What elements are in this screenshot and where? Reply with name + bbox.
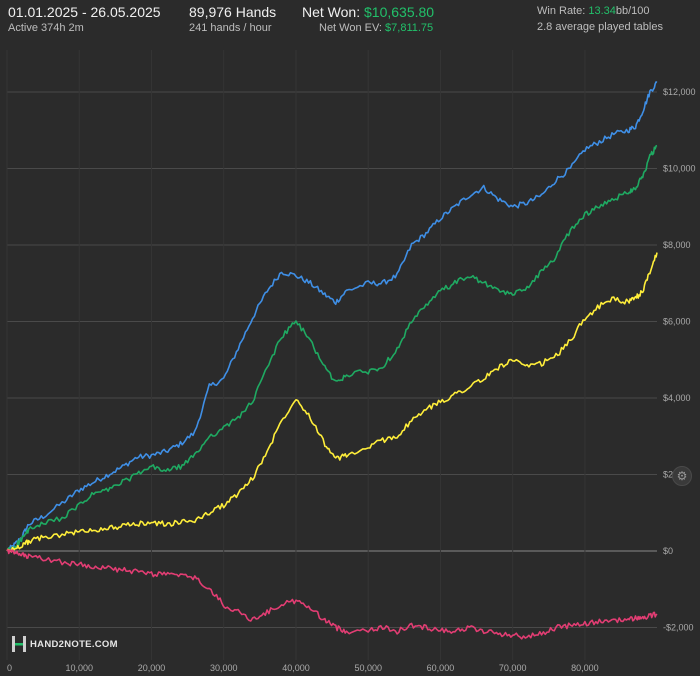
y-axis-ticks: -$2,000$0$2,000$4,000$6,000$8,000$10,000… (663, 87, 696, 633)
hand2note-logo: HAND2NOTE.COM (12, 636, 118, 652)
y-tick-label-6: $10,000 (663, 164, 696, 174)
x-tick-label-8: 80,000 (571, 663, 599, 673)
y-tick-label-5: $8,000 (663, 240, 691, 250)
net-won-ev-label: Net Won EV: (319, 22, 382, 34)
x-tick-label-1: 10,000 (65, 663, 93, 673)
win-rate: Win Rate: 13.34bb/100 (537, 5, 650, 17)
net-won-value: $10,635.80 (364, 4, 435, 20)
net-won-ev: Net Won EV: $7,811.75 (319, 22, 433, 34)
series-line-1 (6, 144, 658, 552)
win-rate-label: Win Rate: (537, 5, 586, 17)
y-tick-label-3: $4,000 (663, 393, 691, 403)
net-won: Net Won: $10,635.80 (302, 4, 434, 20)
x-axis-ticks: 0 10,000 20,000 30,000 40,000 50,000 60,000 70,… (7, 663, 599, 673)
date-range: 01.01.2025 - 26.05.2025 (8, 4, 161, 20)
chart-series (6, 81, 658, 640)
logo-mark-icon (12, 636, 26, 652)
win-rate-value: 13.34 (588, 5, 616, 17)
chart-grid (6, 50, 657, 660)
y-tick-label-7: $12,000 (663, 87, 696, 97)
y-tick-label-4: $6,000 (663, 317, 691, 327)
hands-per-hour: 241 hands / hour (189, 22, 272, 34)
x-tick-label-2: 20,000 (138, 663, 166, 673)
series-line-3 (6, 548, 658, 640)
x-tick-label-6: 60,000 (427, 663, 455, 673)
x-tick-label-5: 50,000 (354, 663, 382, 673)
win-rate-unit: bb/100 (615, 5, 650, 17)
hands-count: 89,976 Hands (189, 4, 277, 20)
average-tables: 2.8 average played tables (537, 21, 663, 33)
net-won-label: Net Won: (302, 4, 361, 20)
net-won-ev-value: $7,811.75 (385, 22, 434, 34)
x-tick-label-4: 40,000 (282, 663, 310, 673)
x-tick-label-7: 70,000 (499, 663, 527, 673)
series-line-2 (6, 252, 658, 553)
y-tick-label-0: -$2,000 (663, 623, 694, 633)
x-tick-label-0: 0 (7, 663, 12, 673)
y-tick-label-1: $0 (663, 546, 673, 556)
gear-icon[interactable]: ⚙ (672, 466, 692, 486)
series-line-0 (6, 81, 658, 552)
logo-text: HAND2NOTE.COM (30, 638, 118, 650)
active-time: Active 374h 2m (8, 22, 84, 34)
stats-header: 01.01.2025 - 26.05.2025 Active 374h 2m 8… (0, 0, 700, 44)
x-tick-label-3: 30,000 (210, 663, 238, 673)
